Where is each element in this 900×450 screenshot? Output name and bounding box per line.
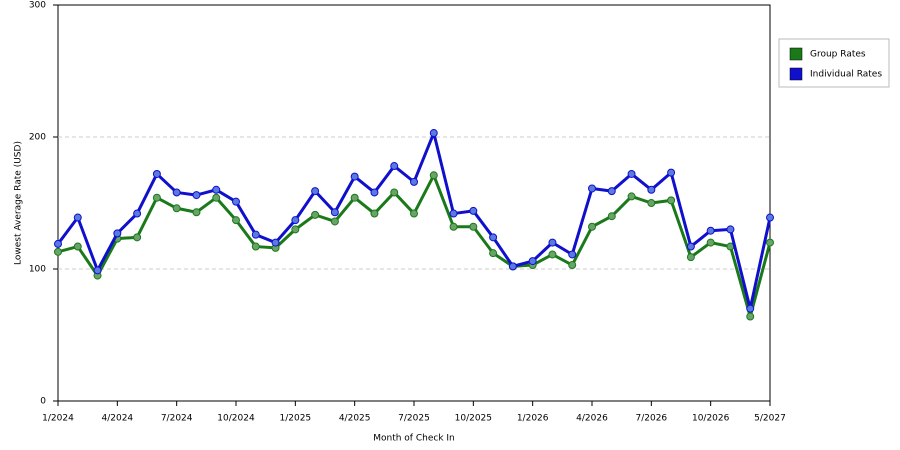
data-point (311, 210, 320, 219)
data-point (746, 304, 755, 313)
x-tick-label: 7/2026 (635, 414, 667, 424)
x-tick-label: 4/2024 (101, 414, 133, 424)
data-point (192, 208, 201, 217)
data-point (449, 222, 458, 231)
y-axis-label: Lowest Average Rate (USD) (14, 141, 24, 265)
data-point (390, 188, 399, 197)
data-point (489, 249, 498, 258)
x-tick-label: 1/2026 (517, 414, 549, 424)
data-point (686, 242, 695, 251)
data-point (54, 247, 62, 256)
legend-swatch (789, 47, 803, 61)
data-point (93, 266, 102, 275)
legend-label: Group Rates (810, 50, 866, 60)
x-tick-label: 10/2026 (692, 414, 730, 424)
x-tick-label: 4/2026 (576, 414, 608, 424)
series-line (57, 173, 772, 319)
data-point (667, 168, 676, 177)
x-tick-label: 10/2025 (455, 414, 492, 424)
data-point (370, 188, 379, 197)
data-point (627, 169, 636, 178)
x-tick-label: 4/2025 (339, 414, 371, 424)
data-point (113, 229, 122, 238)
data-point (330, 217, 339, 226)
data-point (746, 312, 755, 321)
series-line (56, 131, 772, 311)
data-point (588, 222, 596, 231)
y-tick-label: 200 (29, 133, 46, 143)
data-point (212, 185, 221, 194)
data-point (548, 238, 557, 247)
data-point (133, 209, 142, 218)
data-point (390, 162, 399, 171)
data-point (212, 193, 221, 202)
data-point (449, 209, 458, 218)
data-point (627, 192, 636, 201)
data-point (647, 185, 656, 194)
data-point (548, 250, 557, 259)
data-point (251, 230, 260, 239)
data-point (706, 226, 715, 235)
data-point (133, 233, 142, 242)
x-tick-label: 1/2024 (42, 414, 74, 424)
x-tick-label: 7/2024 (161, 414, 193, 424)
x-tick-label: 7/2025 (398, 414, 430, 424)
data-point (251, 242, 260, 251)
y-tick-label: 100 (29, 265, 46, 275)
data-point (350, 193, 359, 202)
data-point (766, 238, 774, 247)
data-point (172, 204, 181, 213)
data-point (469, 206, 478, 215)
data-point (528, 257, 537, 266)
y-tick-label: 0 (40, 397, 46, 407)
data-point (152, 169, 161, 178)
data-point (291, 225, 300, 234)
data-point (410, 209, 418, 218)
data-point (271, 238, 280, 247)
data-point (291, 216, 300, 225)
data-point (73, 242, 82, 251)
x-tick-label: 1/2025 (279, 414, 311, 424)
data-point (647, 199, 656, 207)
data-point (706, 238, 715, 247)
data-point (330, 208, 339, 217)
data-point (726, 225, 735, 234)
data-point (568, 250, 577, 259)
data-point (568, 261, 577, 270)
data-point (686, 253, 695, 262)
data-point (607, 187, 616, 196)
data-point (73, 213, 82, 222)
data-point (172, 188, 181, 197)
x-tick-label: 10/2024 (217, 414, 255, 424)
data-point (370, 209, 379, 218)
y-tick-label: 300 (29, 1, 46, 11)
legend-label: Individual Rates (810, 70, 882, 80)
data-point (54, 239, 62, 248)
data-point (232, 216, 240, 225)
data-point (667, 196, 676, 205)
data-point (152, 193, 161, 202)
data-point (508, 262, 517, 271)
data-point (192, 191, 201, 200)
x-tick-label: 5/2027 (754, 414, 786, 424)
data-point (311, 187, 320, 196)
data-point (469, 222, 478, 231)
data-point (607, 212, 616, 221)
data-point (766, 213, 774, 222)
data-point (429, 171, 438, 180)
data-point (429, 129, 438, 138)
data-point (410, 177, 418, 186)
legend-swatch (789, 67, 803, 81)
data-point (350, 172, 359, 181)
data-point (489, 233, 498, 242)
data-point (232, 197, 240, 206)
x-axis-label: Month of Check In (373, 434, 455, 444)
data-point (588, 184, 596, 193)
